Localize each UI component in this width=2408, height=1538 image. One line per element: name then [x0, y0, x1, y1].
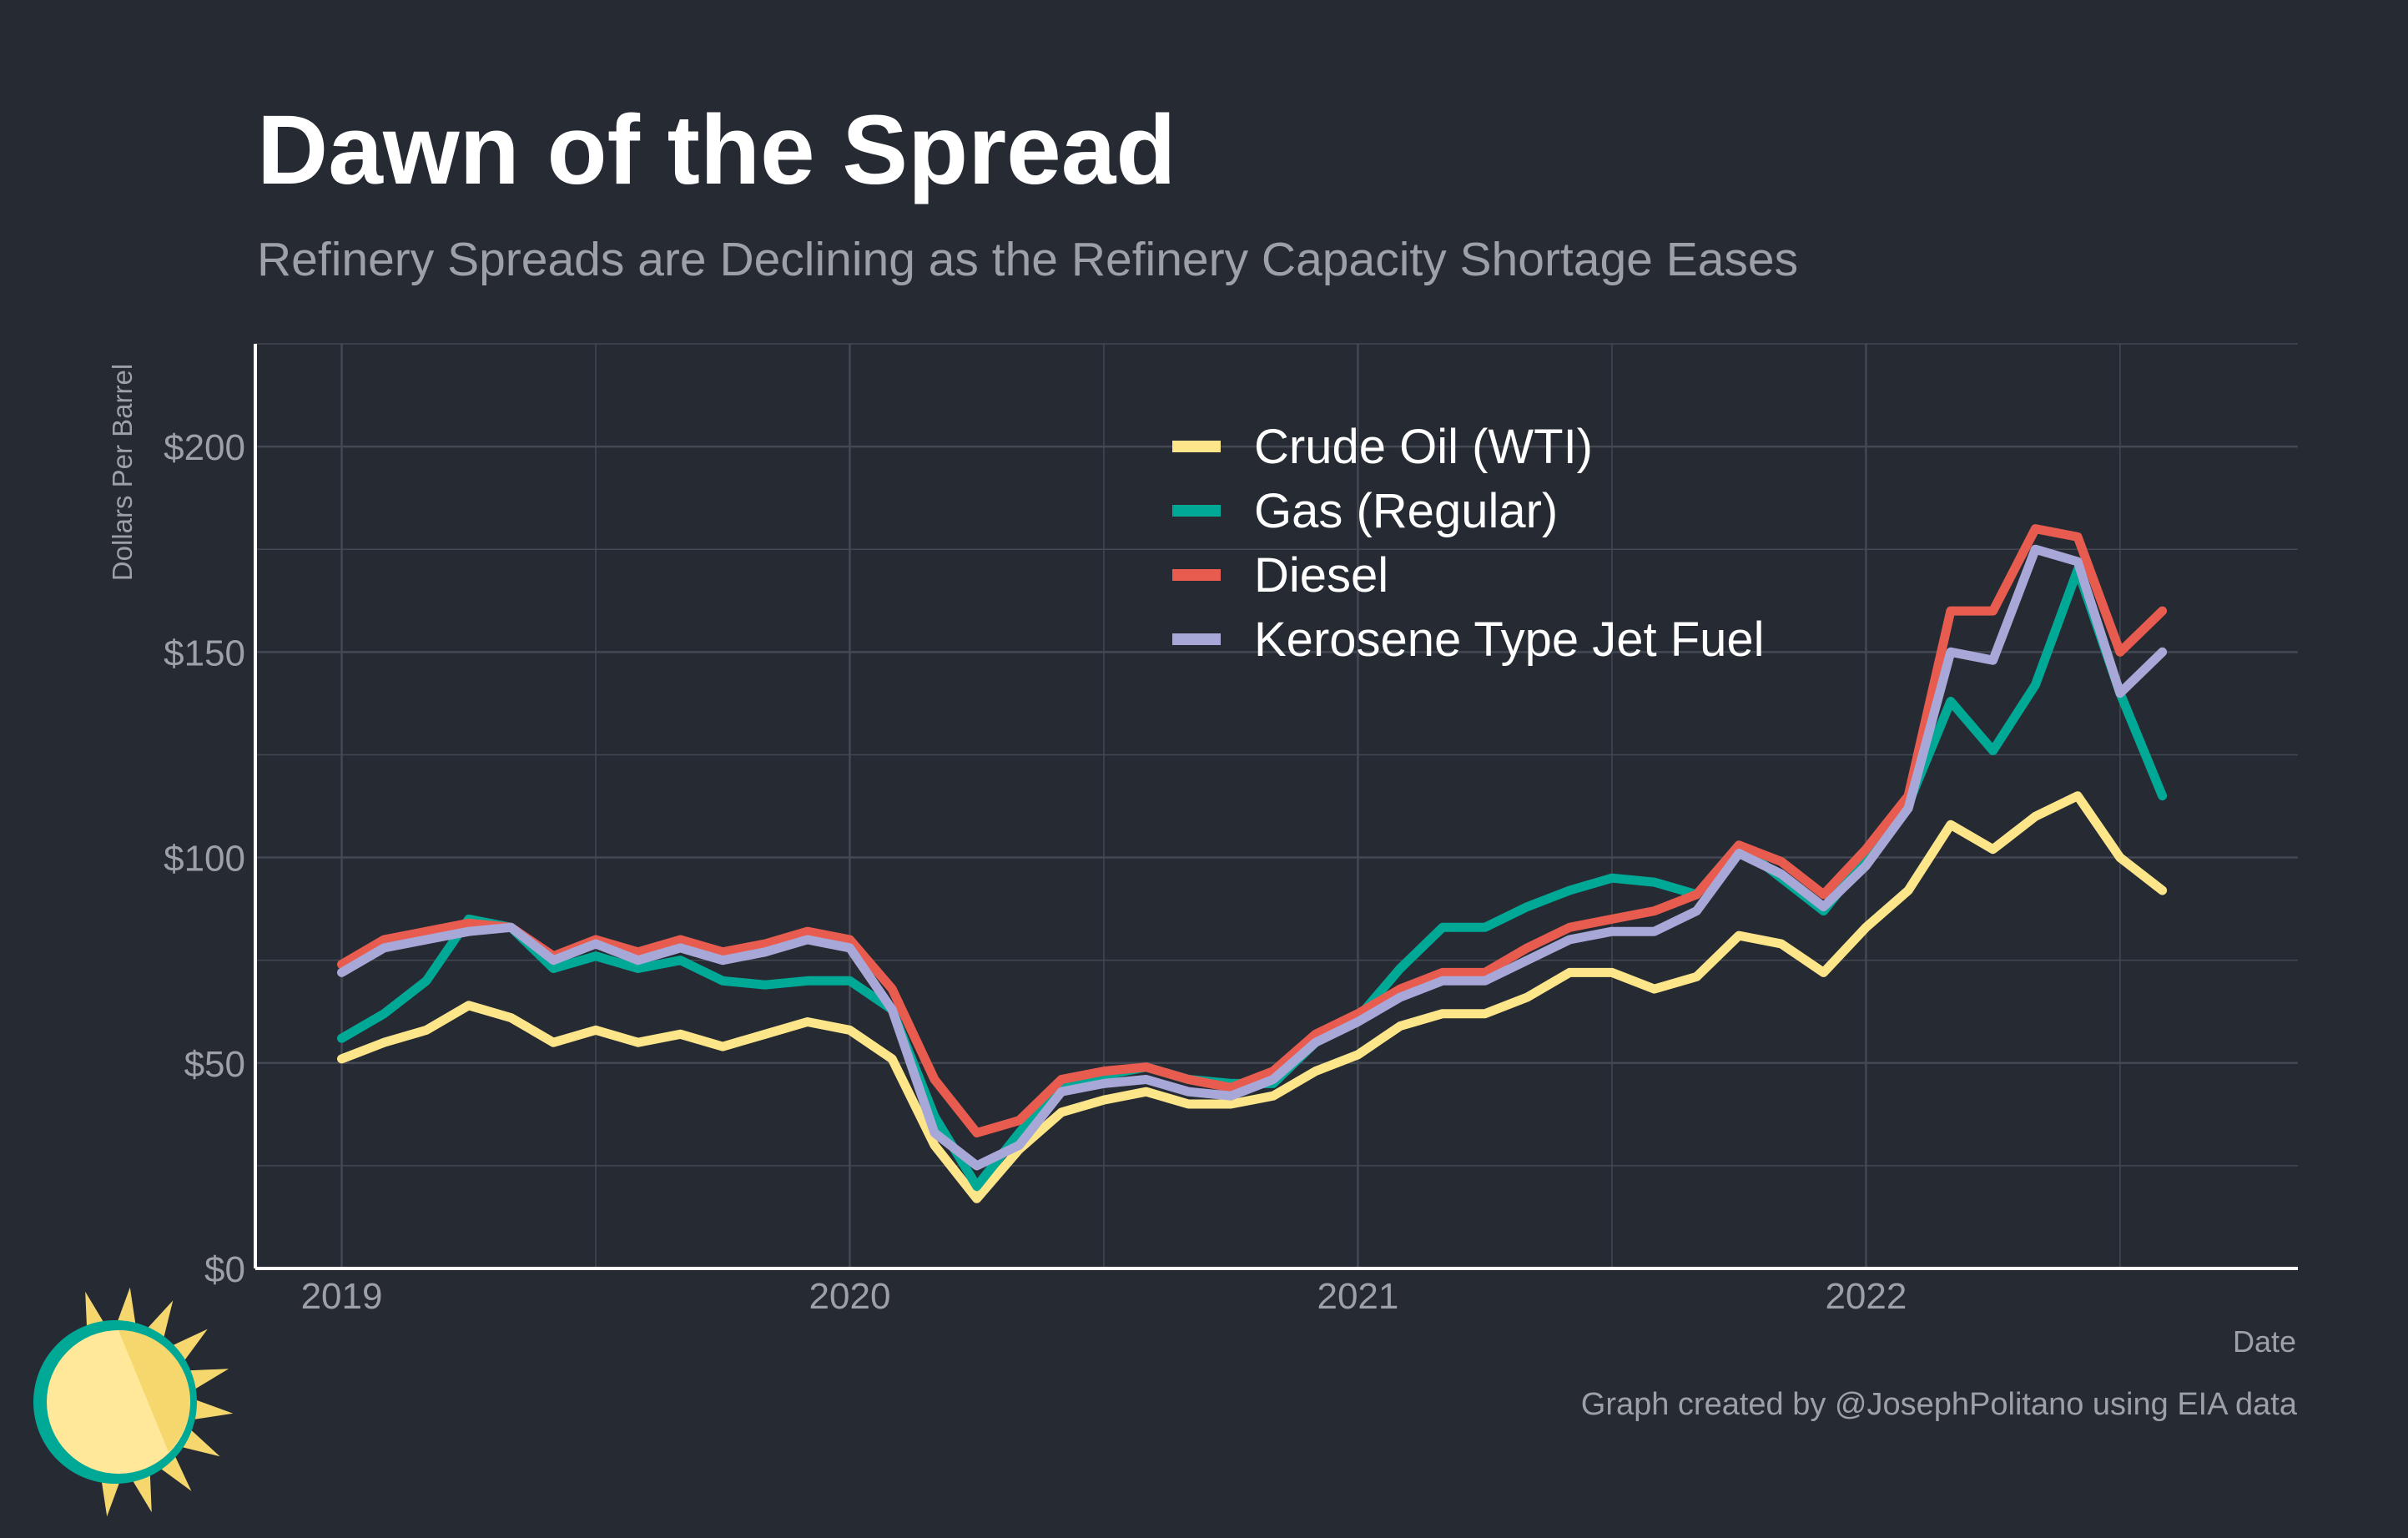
- x-axis-title: Date: [2233, 1324, 2296, 1359]
- x-tick-labels: 2019 2020 2021 2022: [301, 1276, 1907, 1317]
- x-tick-label: 2021: [1317, 1276, 1398, 1317]
- y-axis-title: Dollars Per Barrel: [107, 364, 138, 581]
- series-line: [337, 524, 2168, 1137]
- chart-title: Dawn of the Spread: [257, 95, 1176, 205]
- y-tick-labels: $0 $50 $100 $150 $200: [164, 427, 245, 1290]
- series-lines: [337, 524, 2168, 1203]
- legend-label: Crude Oil (WTI): [1254, 420, 1593, 474]
- y-tick-label: $0: [204, 1249, 245, 1290]
- series-line: [337, 791, 2168, 1203]
- axes: [254, 344, 2298, 1270]
- x-tick-label: 2019: [301, 1276, 383, 1317]
- chart-subtitle: Refinery Spreads are Declining as the Re…: [257, 233, 1799, 286]
- source-caption: Graph created by @JosephPolitano using E…: [1580, 1387, 2297, 1422]
- x-tick-label: 2022: [1825, 1276, 1907, 1317]
- legend-label: Diesel: [1254, 548, 1388, 603]
- y-tick-label: $150: [164, 633, 245, 673]
- sun-icon: [33, 1287, 234, 1517]
- series-line: [337, 565, 2168, 1191]
- legend: Crude Oil (WTI) Gas (Regular) Diesel Kerose…: [1172, 420, 1765, 667]
- legend-label: Gas (Regular): [1254, 484, 1558, 538]
- x-tick-label: 2020: [809, 1276, 891, 1317]
- series-line: [337, 544, 2168, 1171]
- legend-label: Kerosene Type Jet Fuel: [1254, 613, 1765, 667]
- y-tick-label: $50: [184, 1044, 245, 1085]
- y-tick-label: $200: [164, 427, 245, 468]
- gridlines: [255, 343, 2298, 1268]
- y-tick-label: $100: [164, 839, 245, 880]
